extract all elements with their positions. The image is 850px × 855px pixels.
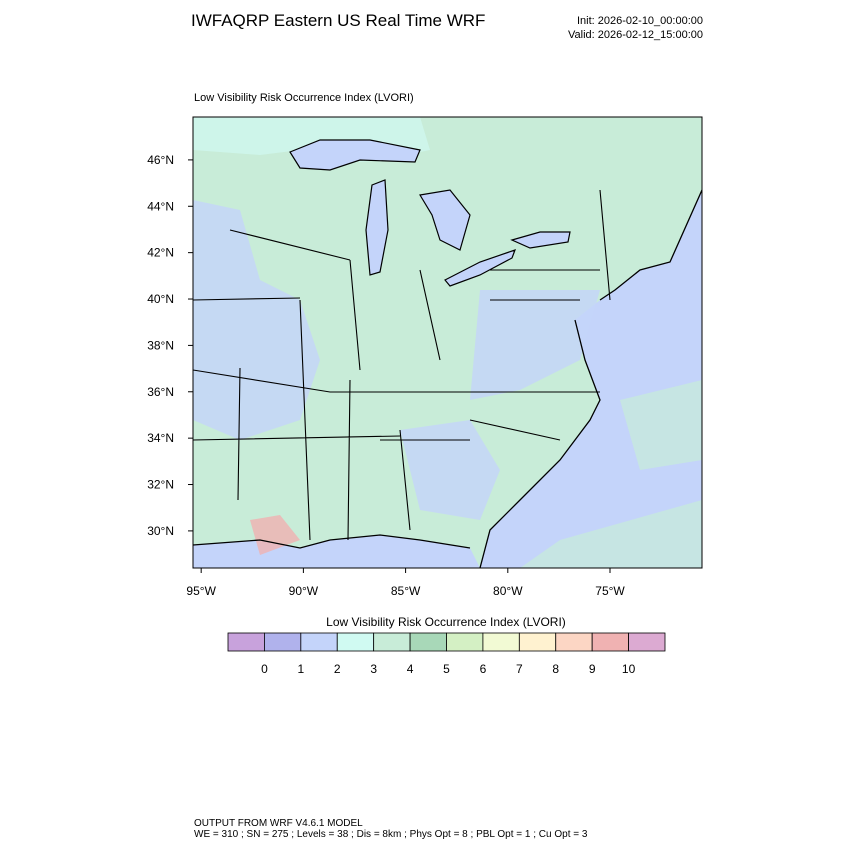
colorbar-box [373,632,411,652]
colorbar-box [336,632,375,652]
colorbar: 0 1 2 3 4 5 6 7 8 9 10 [227,632,666,676]
x-tick-label: 75°W [595,584,625,598]
y-tick-label: 44°N [147,199,174,213]
colorbar-box [446,632,484,652]
valid-time: Valid: 2026-02-12_15:00:00 [568,29,703,41]
colorbar-box [227,632,265,652]
init-time: Init: 2026-02-10_00:00:00 [577,15,703,27]
high-index [250,515,300,555]
y-tick-label: 36°N [147,385,174,399]
map-axes: 95°W 90°W 85°W 80°W 75°W 30°N 32°N 34°N 36°N 38°N… [147,153,625,598]
footer-line1: OUTPUT FROM WRF V4.6.1 MODEL [194,818,363,829]
lake-erie [444,249,517,287]
y-tick-label: 34°N [147,431,174,445]
lake-superior [289,139,421,171]
y-tick-label: 30°N [147,524,174,538]
y-tick-label: 42°N [147,246,174,260]
colorbar-label: 10 [622,662,636,676]
y-tick-label: 32°N [147,478,174,492]
colorbar-label: 9 [589,662,596,676]
map-subtitle: Low Visibility Risk Occurrence Index (LV… [194,92,414,104]
colorbar-box [409,632,447,652]
colorbar-label: 6 [480,662,487,676]
y-tick-label: 46°N [147,153,174,167]
colorbar-box [591,632,629,652]
coastline [193,189,702,568]
ocean-band [520,380,702,568]
colorbar-box [555,632,593,652]
y-tick-label: 40°N [147,292,174,306]
colorbar-label: 8 [552,662,559,676]
x-tick-label: 95°W [186,584,216,598]
lake-ontario [510,231,571,249]
colorbar-label: 4 [407,662,414,676]
low-index-west [193,200,320,440]
map-frame [192,116,703,569]
footer-line2: WE = 310 ; SN = 275 ; Levels = 38 ; Dis … [194,829,588,840]
x-tick-label: 80°W [493,584,523,598]
title: IWFAQRP Eastern US Real Time WRF [191,11,485,30]
colorbar-box [482,632,520,652]
colorbar-label: 3 [370,662,377,676]
colorbar-box [300,632,338,652]
x-tick-label: 90°W [289,584,319,598]
colorbar-label: 7 [516,662,523,676]
low-index-east [400,290,600,520]
x-tick-label: 85°W [391,584,421,598]
colorbar-box [628,632,666,652]
colorbar-label: 1 [297,662,304,676]
lake-huron [419,189,471,251]
colorbar-label: 5 [443,662,450,676]
colorbar-label: 2 [334,662,341,676]
colorbar-box [264,632,302,652]
y-tick-label: 38°N [147,338,174,352]
lake-michigan [365,179,389,276]
colorbar-title: Low Visibility Risk Occurrence Index (LV… [326,615,566,629]
colorbar-label: 0 [261,662,268,676]
ocean [480,190,702,568]
state-borders [193,189,611,541]
map [192,116,703,569]
colorbar-box [518,632,557,652]
